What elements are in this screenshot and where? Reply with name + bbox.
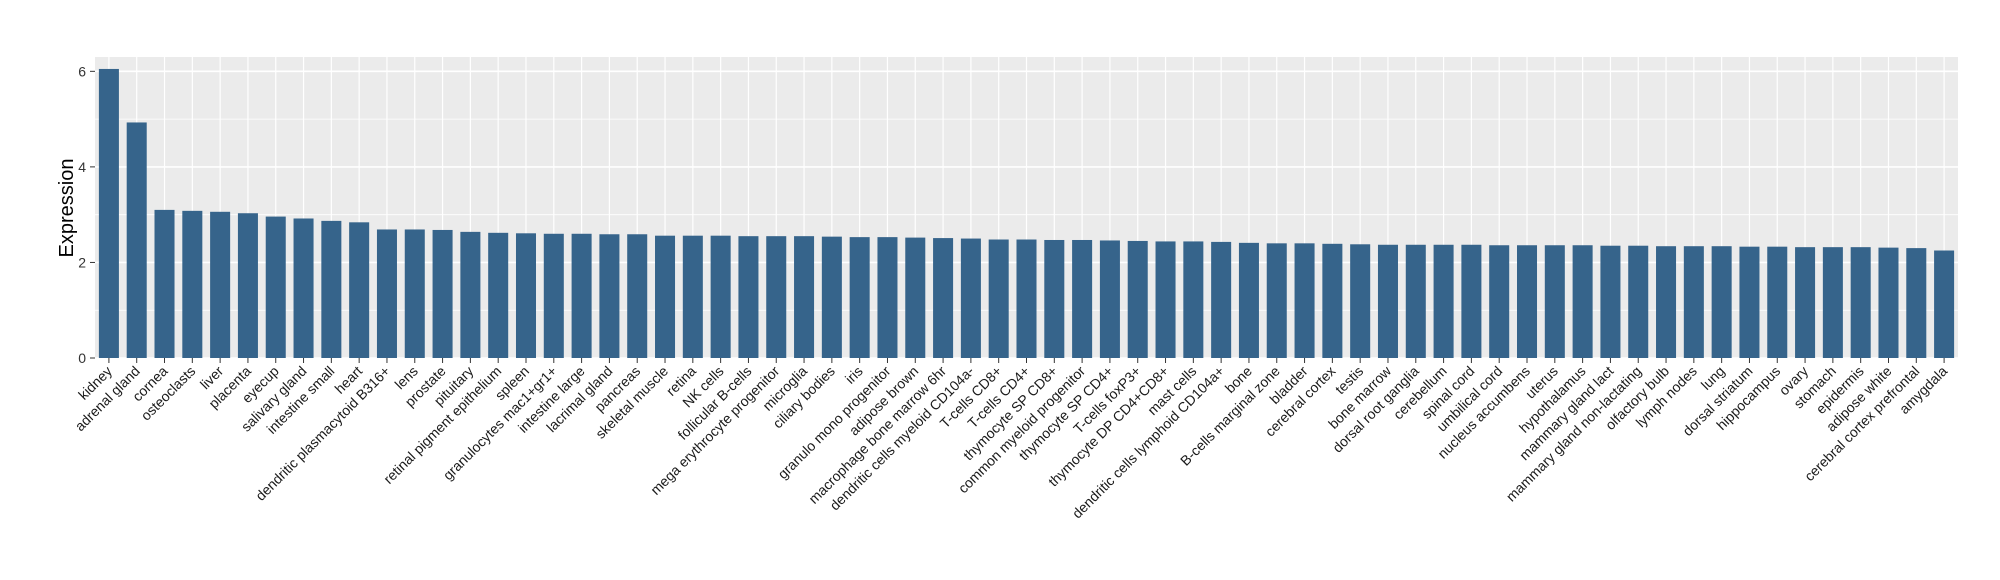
bar (988, 239, 1009, 358)
bar (349, 222, 370, 358)
bar (488, 232, 509, 358)
bar (1322, 243, 1343, 358)
bar (1072, 239, 1093, 358)
bar (1795, 247, 1816, 358)
bar (237, 213, 258, 358)
bar (571, 233, 592, 358)
bar (905, 237, 926, 358)
bar (877, 237, 898, 358)
bar (1544, 245, 1565, 358)
bars (98, 68, 1955, 358)
bar (1016, 239, 1037, 358)
bar (627, 234, 648, 358)
bar (794, 236, 815, 358)
bar (766, 236, 787, 358)
bar (1767, 246, 1788, 358)
bar (210, 211, 231, 358)
bar (1350, 244, 1371, 358)
bar (293, 218, 314, 358)
bar (1238, 242, 1259, 358)
bar (98, 68, 119, 358)
bar (1489, 245, 1510, 358)
bar (1656, 246, 1677, 358)
bar (182, 210, 203, 358)
bar (1934, 250, 1955, 358)
bar (1683, 246, 1704, 358)
bar (1433, 244, 1454, 358)
bar (849, 237, 870, 358)
bar (682, 235, 703, 358)
y-axis: 0 2 4 6 (78, 63, 95, 366)
bar (710, 235, 731, 358)
y-tick-label: 0 (78, 350, 86, 366)
bar (460, 231, 481, 358)
bar (1377, 244, 1398, 358)
bar (1266, 243, 1287, 358)
bar (599, 234, 620, 358)
bar (1878, 247, 1899, 358)
y-tick-label: 2 (78, 254, 86, 270)
bar (1822, 247, 1843, 358)
y-tick-label: 6 (78, 63, 86, 79)
bar (1516, 245, 1538, 358)
bar (1628, 245, 1649, 358)
bar (432, 229, 453, 358)
y-axis-title: Expression (56, 159, 78, 258)
bar (1906, 248, 1927, 358)
bar (404, 229, 425, 358)
bar (1183, 241, 1204, 358)
bar (1099, 240, 1120, 358)
bar (1405, 244, 1426, 358)
bar (1294, 243, 1315, 358)
y-tick-label: 4 (78, 159, 86, 175)
bar (321, 220, 342, 358)
bar (265, 216, 286, 358)
bar (1600, 245, 1621, 358)
bar (738, 236, 759, 358)
bar (1155, 241, 1176, 358)
bar (1127, 240, 1148, 358)
bar (821, 236, 842, 358)
bar (515, 233, 537, 358)
bar (543, 233, 564, 358)
bar (1711, 246, 1732, 358)
bar (376, 229, 397, 358)
bar (1572, 245, 1593, 358)
bar (655, 235, 676, 358)
bar (1461, 244, 1482, 358)
bar (1850, 247, 1871, 358)
bar (933, 238, 954, 358)
bar (1211, 241, 1232, 358)
bar (1739, 246, 1760, 358)
bar (1044, 239, 1065, 358)
bar (960, 238, 981, 358)
bar (154, 209, 175, 358)
bar (126, 122, 147, 358)
